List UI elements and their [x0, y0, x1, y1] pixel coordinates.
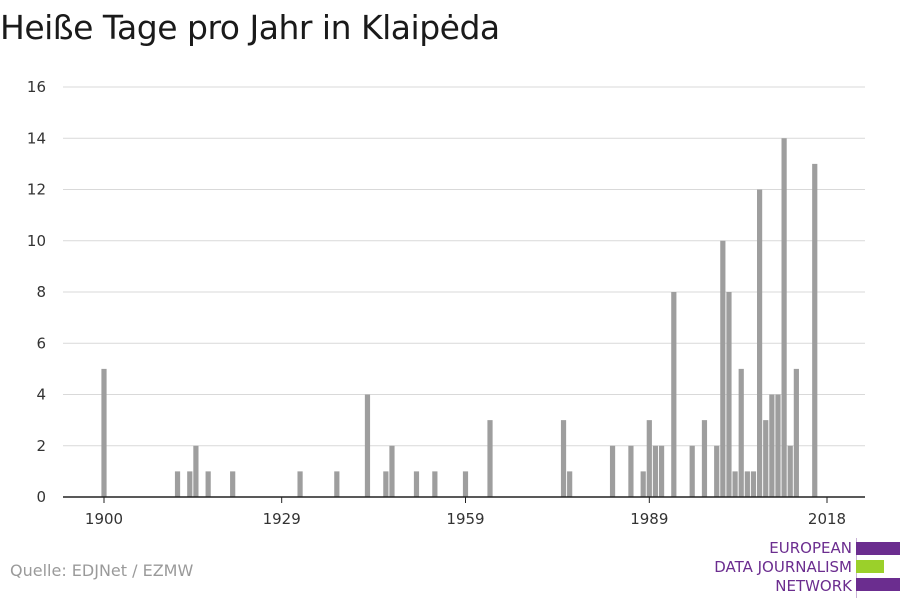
bar	[726, 292, 732, 497]
bar	[714, 445, 720, 497]
bar	[640, 471, 646, 498]
bar	[334, 471, 340, 498]
x-tick-label: 1989	[630, 510, 668, 528]
bar	[787, 445, 793, 497]
bar	[793, 368, 799, 498]
x-tick-label: 1959	[446, 510, 484, 528]
logo-text-european: EUROPEAN	[769, 539, 852, 557]
bars	[101, 138, 818, 498]
bar	[757, 189, 763, 497]
bar	[744, 471, 750, 498]
bar	[781, 138, 787, 497]
bar	[101, 368, 107, 498]
bar	[230, 471, 236, 498]
bar	[567, 471, 573, 498]
bar	[487, 420, 493, 498]
logo-bar-purple-top	[856, 542, 900, 555]
bar	[652, 445, 659, 497]
bar	[297, 471, 303, 498]
axes	[63, 496, 865, 503]
x-tick-label: 2018	[808, 510, 846, 528]
bar	[750, 471, 757, 498]
bar	[560, 420, 567, 498]
y-tick-label: 10	[27, 232, 46, 250]
bar	[205, 471, 211, 498]
bar	[462, 471, 469, 498]
y-tick-label: 2	[36, 437, 46, 455]
logo-bar-purple-bottom	[856, 578, 900, 591]
bar	[174, 471, 181, 498]
bar	[609, 445, 616, 497]
bar	[701, 420, 708, 498]
bar	[763, 420, 769, 498]
bar	[628, 445, 634, 497]
logo-bar-green	[856, 560, 884, 573]
bar	[732, 471, 738, 498]
y-tick-label: 12	[27, 181, 46, 199]
logo-text-network: NETWORK	[775, 577, 852, 595]
bar	[413, 471, 420, 498]
chart-title: Heiße Tage pro Jahr in Klaipėda	[0, 8, 500, 47]
y-tick-label: 14	[27, 129, 46, 147]
bar	[432, 471, 438, 498]
y-tick-label: 4	[36, 386, 46, 404]
bar	[383, 471, 389, 498]
bar	[775, 394, 781, 497]
bar	[671, 292, 677, 497]
bar	[646, 420, 652, 498]
y-tick-label: 16	[27, 78, 46, 96]
y-tick-label: 6	[36, 334, 46, 352]
bar	[187, 471, 193, 498]
y-tick-label: 0	[36, 488, 46, 506]
edjnet-logo: EUROPEAN DATA JOURNALISM NETWORK	[700, 538, 900, 598]
logo-text-data-journalism: DATA JOURNALISM	[714, 558, 852, 576]
bar-chart: 0 2 4 6 8 10 12 14 16 1900 1929 1959 1989 2018	[27, 78, 865, 528]
source-note: Quelle: EDJNet / EZMW	[10, 561, 194, 580]
y-tick-labels: 0 2 4 6 8 10 12 14 16	[27, 78, 46, 506]
bar	[658, 445, 665, 497]
bar	[720, 240, 726, 497]
bar	[364, 394, 371, 497]
bar	[812, 163, 818, 498]
bar	[738, 368, 744, 498]
x-tick-labels: 1900 1929 1959 1989 2018	[85, 510, 846, 528]
bar	[689, 445, 695, 497]
x-tick-label: 1900	[85, 510, 123, 528]
x-tick-label: 1929	[263, 510, 301, 528]
bar	[193, 445, 199, 497]
y-tick-label: 8	[36, 283, 46, 301]
bar	[769, 394, 775, 497]
bar	[389, 445, 395, 497]
grid-lines	[63, 86, 865, 447]
